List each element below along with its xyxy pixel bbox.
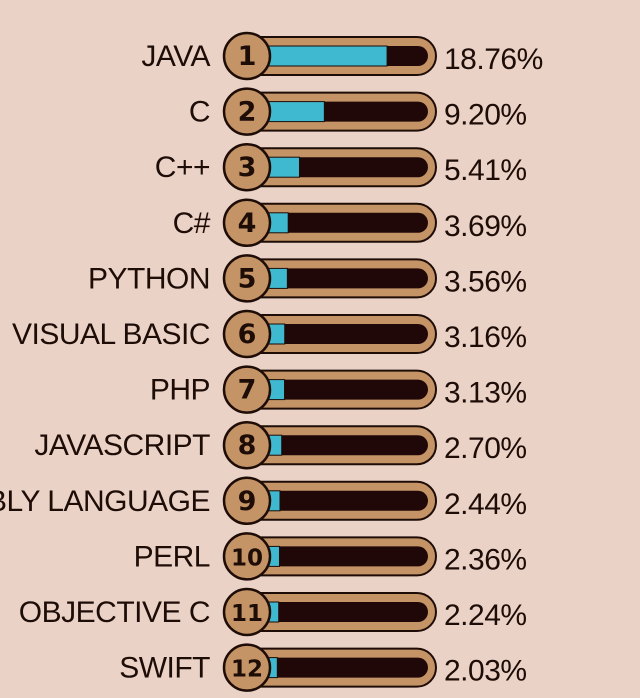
bar-track: [264, 157, 428, 178]
rank-number: 4: [238, 208, 257, 239]
rank-badge: [222, 532, 272, 581]
bar-track: [264, 602, 428, 622]
value-label: 3.16%: [444, 321, 527, 354]
bar-track: [264, 435, 428, 456]
bar-track: [264, 379, 428, 400]
rank-badge: [222, 87, 272, 136]
bar-track: [264, 546, 428, 567]
bar-track: [264, 268, 428, 289]
value-label: 3.69%: [444, 210, 527, 243]
category-label: JAVASCRIPT: [34, 429, 210, 462]
category-label: PYTHON: [88, 262, 210, 295]
category-label: VISUAL BASIC: [12, 318, 210, 351]
category-label: SWIFT: [119, 652, 210, 685]
bar-track: [264, 324, 428, 344]
rank-number: 7: [238, 375, 257, 406]
bar-track: [264, 657, 428, 678]
value-label: 9.20%: [444, 99, 527, 132]
rank-number: 12: [231, 657, 263, 683]
bar-track: [264, 212, 428, 233]
rank-number: 2: [238, 97, 257, 128]
bar: [263, 101, 325, 123]
value-label: 2.36%: [444, 543, 527, 576]
category-label: OBJECTIVE C: [19, 596, 210, 629]
rank-number: 10: [231, 545, 263, 571]
value-label: 2.70%: [444, 432, 527, 465]
category-label: JAVA: [141, 40, 210, 73]
rank-badge: [222, 587, 272, 637]
value-label: 2.03%: [444, 655, 527, 688]
rank-badge: [222, 420, 272, 470]
bar: [263, 45, 388, 67]
value-label: 2.44%: [444, 488, 527, 521]
value-label: 5.41%: [444, 154, 527, 187]
category-label: PERL: [134, 540, 210, 573]
rank-badge: [222, 198, 272, 248]
bar-track: [264, 490, 428, 511]
rank-number: 5: [238, 263, 257, 294]
rank-number: 11: [231, 601, 263, 627]
value-label: 2.24%: [444, 599, 527, 632]
rank-badge: [222, 643, 272, 692]
rank-number: 1: [238, 41, 257, 72]
category-label: C#: [173, 207, 211, 240]
rank-number: 8: [238, 430, 257, 461]
rank-number: 9: [238, 486, 257, 517]
value-label: 18.76%: [444, 43, 543, 76]
category-label: C++: [155, 151, 210, 184]
value-label: 3.13%: [444, 377, 527, 410]
rank-badge: [222, 31, 272, 81]
rank-number: 3: [238, 152, 257, 183]
rank-number: 6: [238, 319, 257, 350]
value-label: 3.56%: [444, 265, 527, 298]
category-label: ASSEMBLY LANGUAGE: [0, 485, 210, 518]
rank-badge: [222, 476, 272, 526]
category-label: PHP: [150, 374, 210, 407]
rank-badge: [222, 365, 272, 414]
rank-badge: [222, 309, 272, 359]
rank-badge: [222, 254, 272, 303]
category-label: C: [189, 96, 210, 129]
rank-badge: [222, 142, 272, 192]
